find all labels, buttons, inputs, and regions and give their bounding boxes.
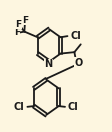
Text: N: N [44,59,53,69]
Text: F: F [22,16,28,25]
Text: Cl: Cl [70,31,81,41]
Text: O: O [74,58,82,68]
Text: F: F [14,29,20,37]
Text: Cl: Cl [68,102,79,112]
Text: F: F [16,20,22,29]
Text: Cl: Cl [14,102,25,112]
